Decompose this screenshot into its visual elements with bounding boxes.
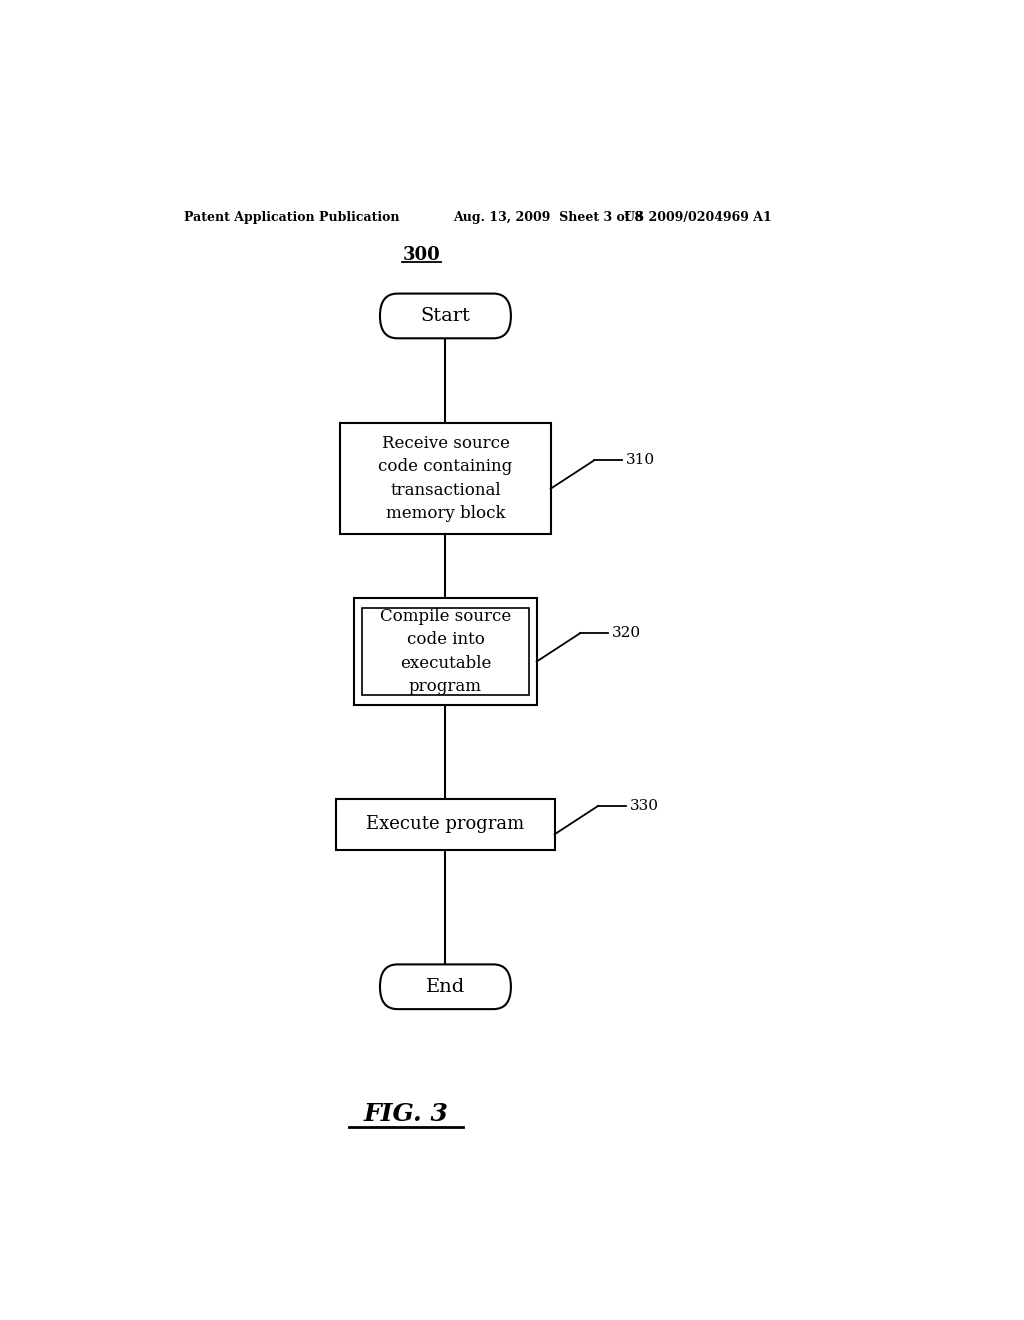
Text: 300: 300 <box>402 246 440 264</box>
Text: Compile source
code into
executable
program: Compile source code into executable prog… <box>380 607 511 696</box>
Bar <box>336 799 555 850</box>
Text: Receive source
code containing
transactional
memory block: Receive source code containing transacti… <box>378 434 513 523</box>
Bar <box>362 609 528 694</box>
FancyBboxPatch shape <box>380 293 511 338</box>
Text: 330: 330 <box>630 799 659 813</box>
Text: Execute program: Execute program <box>367 816 524 833</box>
Text: Start: Start <box>421 308 470 325</box>
Bar <box>354 598 537 705</box>
Text: US 2009/0204969 A1: US 2009/0204969 A1 <box>624 211 772 224</box>
Text: Patent Application Publication: Patent Application Publication <box>183 211 399 224</box>
FancyBboxPatch shape <box>380 965 511 1008</box>
Text: 310: 310 <box>626 453 655 467</box>
Bar <box>340 422 551 535</box>
Text: Aug. 13, 2009  Sheet 3 of 8: Aug. 13, 2009 Sheet 3 of 8 <box>454 211 643 224</box>
Text: End: End <box>426 978 465 995</box>
Text: FIG. 3: FIG. 3 <box>364 1102 449 1126</box>
Text: 320: 320 <box>612 626 641 640</box>
